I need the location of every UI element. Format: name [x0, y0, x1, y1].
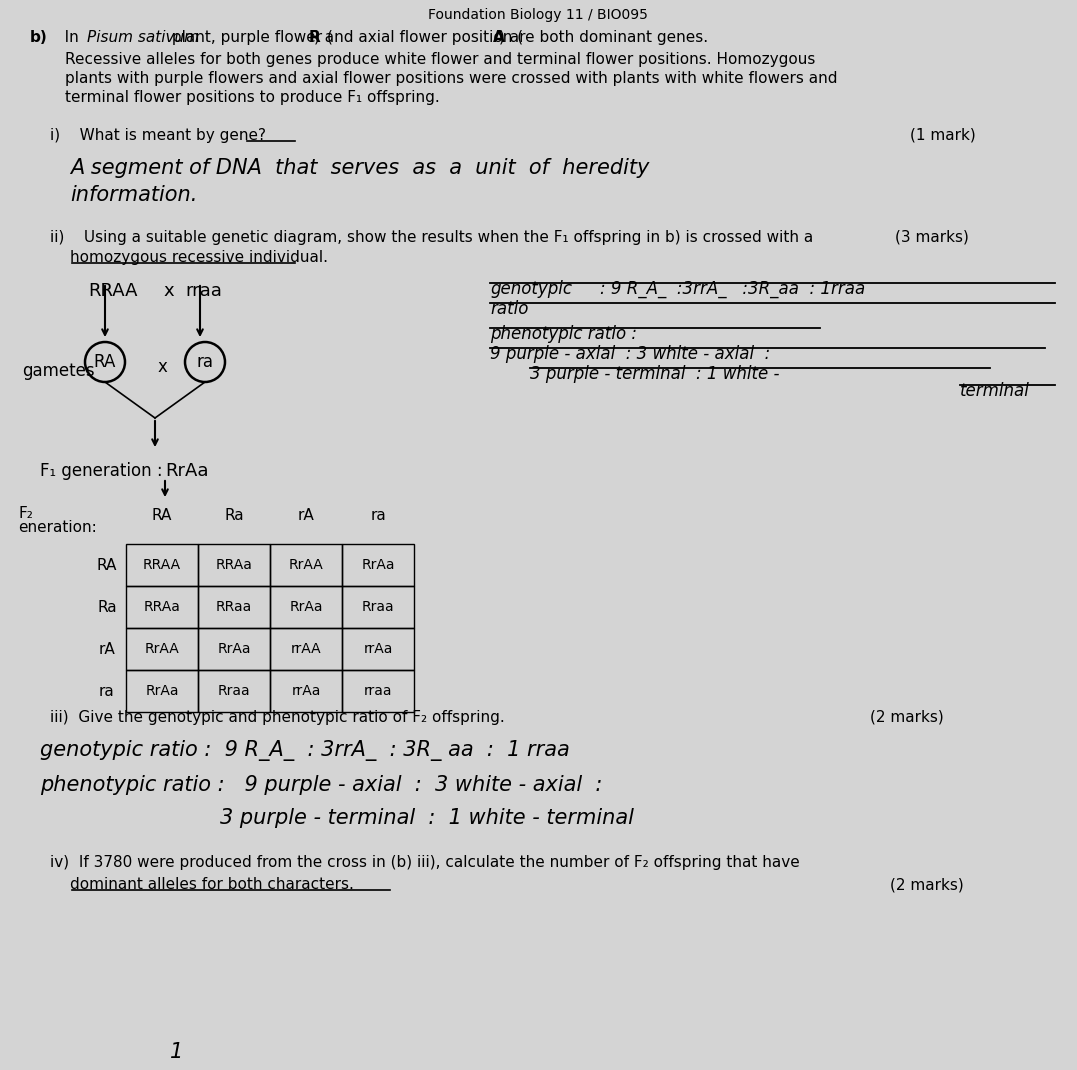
Text: F₁ generation :: F₁ generation : — [40, 462, 163, 480]
Text: RA: RA — [97, 557, 117, 572]
Text: rraa: rraa — [364, 684, 392, 698]
Text: information.: information. — [70, 185, 197, 205]
Text: rA: rA — [297, 508, 314, 523]
Text: ra: ra — [99, 684, 115, 699]
Bar — [342, 586, 414, 628]
Text: A segment of DNA  that  serves  as  a  unit  of  heredity: A segment of DNA that serves as a unit o… — [70, 158, 649, 178]
Text: rrAa: rrAa — [363, 642, 393, 656]
Text: genotypic ratio :  9 R_A_  : 3rrA_  : 3R_ aa  :  1 rraa: genotypic ratio : 9 R_A_ : 3rrA_ : 3R_ a… — [40, 740, 570, 761]
Text: rraa: rraa — [185, 282, 222, 300]
Text: ra: ra — [196, 353, 213, 371]
Bar — [198, 586, 270, 628]
Text: RRAa: RRAa — [215, 557, 252, 572]
Text: 3 purple - terminal  : 1 white -: 3 purple - terminal : 1 white - — [530, 365, 780, 383]
Text: Foundation Biology 11 / BIO095: Foundation Biology 11 / BIO095 — [428, 7, 648, 22]
Bar — [126, 586, 198, 628]
Bar — [270, 628, 342, 670]
Text: 9 purple - axial  : 3 white - axial  :: 9 purple - axial : 3 white - axial : — [490, 345, 770, 363]
Text: rrAA: rrAA — [291, 642, 321, 656]
Text: Ra: Ra — [224, 508, 243, 523]
Text: Rraa: Rraa — [218, 684, 250, 698]
Text: RRAa: RRAa — [143, 600, 181, 614]
Text: dominant alleles for both characters.: dominant alleles for both characters. — [70, 877, 354, 892]
Bar — [198, 670, 270, 712]
Text: genotypic: genotypic — [490, 280, 572, 299]
Text: phenotypic ratio :   9 purple - axial  :  3 white - axial  :: phenotypic ratio : 9 purple - axial : 3 … — [40, 775, 602, 795]
Text: iv)  If 3780 were produced from the cross in (b) iii), calculate the number of F: iv) If 3780 were produced from the cross… — [50, 855, 800, 870]
Text: 1: 1 — [170, 1042, 183, 1063]
Text: Ra: Ra — [97, 599, 116, 614]
Text: eneration:: eneration: — [18, 520, 97, 535]
Text: x: x — [158, 358, 168, 376]
Bar — [270, 586, 342, 628]
Text: RA: RA — [94, 353, 116, 371]
Text: A: A — [493, 30, 504, 45]
Text: rrAa: rrAa — [291, 684, 321, 698]
Bar — [270, 670, 342, 712]
Text: RrAa: RrAa — [361, 557, 395, 572]
Text: : 9 R_A_  :3rrA_   :3R_aa  : 1rraa: : 9 R_A_ :3rrA_ :3R_aa : 1rraa — [600, 280, 865, 299]
Text: RrAA: RrAA — [144, 642, 180, 656]
Text: RRaa: RRaa — [215, 600, 252, 614]
Text: RRAA: RRAA — [88, 282, 138, 300]
Text: gametes: gametes — [22, 362, 95, 380]
Bar — [270, 544, 342, 586]
Bar — [126, 628, 198, 670]
Bar — [198, 544, 270, 586]
Text: In: In — [50, 30, 84, 45]
Text: Pisum sativum: Pisum sativum — [87, 30, 199, 45]
Text: (2 marks): (2 marks) — [890, 877, 964, 892]
Text: Recessive alleles for both genes produce white flower and terminal flower positi: Recessive alleles for both genes produce… — [65, 52, 815, 67]
Bar — [126, 670, 198, 712]
Bar — [342, 544, 414, 586]
Text: rA: rA — [99, 642, 115, 657]
Text: RA: RA — [152, 508, 172, 523]
Bar — [342, 628, 414, 670]
Text: RrAa: RrAa — [290, 600, 323, 614]
Text: (3 marks): (3 marks) — [895, 230, 969, 245]
Text: (2 marks): (2 marks) — [870, 710, 943, 725]
Text: homozygous recessive individual.: homozygous recessive individual. — [70, 250, 328, 265]
Text: ) are both dominant genes.: ) are both dominant genes. — [499, 30, 708, 45]
Bar — [126, 544, 198, 586]
Text: RrAa: RrAa — [218, 642, 251, 656]
Text: terminal: terminal — [960, 382, 1030, 400]
Text: phenotypic ratio :: phenotypic ratio : — [490, 325, 637, 343]
Text: ratio: ratio — [490, 300, 529, 318]
Text: RrAA: RrAA — [289, 557, 323, 572]
Text: iii)  Give the genotypic and phenotypic ratio of F₂ offspring.: iii) Give the genotypic and phenotypic r… — [50, 710, 505, 725]
Text: plant, purple flower (: plant, purple flower ( — [167, 30, 333, 45]
Text: plants with purple flowers and axial flower positions were crossed with plants w: plants with purple flowers and axial flo… — [65, 71, 838, 86]
Bar — [342, 670, 414, 712]
Text: (1 mark): (1 mark) — [910, 128, 976, 143]
Bar — [198, 628, 270, 670]
Text: x: x — [163, 282, 173, 300]
Text: ii)    Using a suitable genetic diagram, show the results when the F₁ offspring : ii) Using a suitable genetic diagram, sh… — [50, 230, 813, 245]
Text: ) and axial flower position (: ) and axial flower position ( — [314, 30, 523, 45]
Text: RrAa: RrAa — [145, 684, 179, 698]
Text: R: R — [308, 30, 320, 45]
Text: i)    What is meant by gene?: i) What is meant by gene? — [50, 128, 266, 143]
Text: terminal flower positions to produce F₁ offspring.: terminal flower positions to produce F₁ … — [65, 90, 439, 105]
Text: b): b) — [30, 30, 47, 45]
Text: RRAA: RRAA — [143, 557, 181, 572]
Text: Rraa: Rraa — [362, 600, 394, 614]
Text: 3 purple - terminal  :  1 white - terminal: 3 purple - terminal : 1 white - terminal — [220, 808, 634, 828]
Text: RrAa: RrAa — [165, 462, 209, 480]
Text: F₂: F₂ — [18, 506, 33, 521]
Text: ra: ra — [370, 508, 386, 523]
